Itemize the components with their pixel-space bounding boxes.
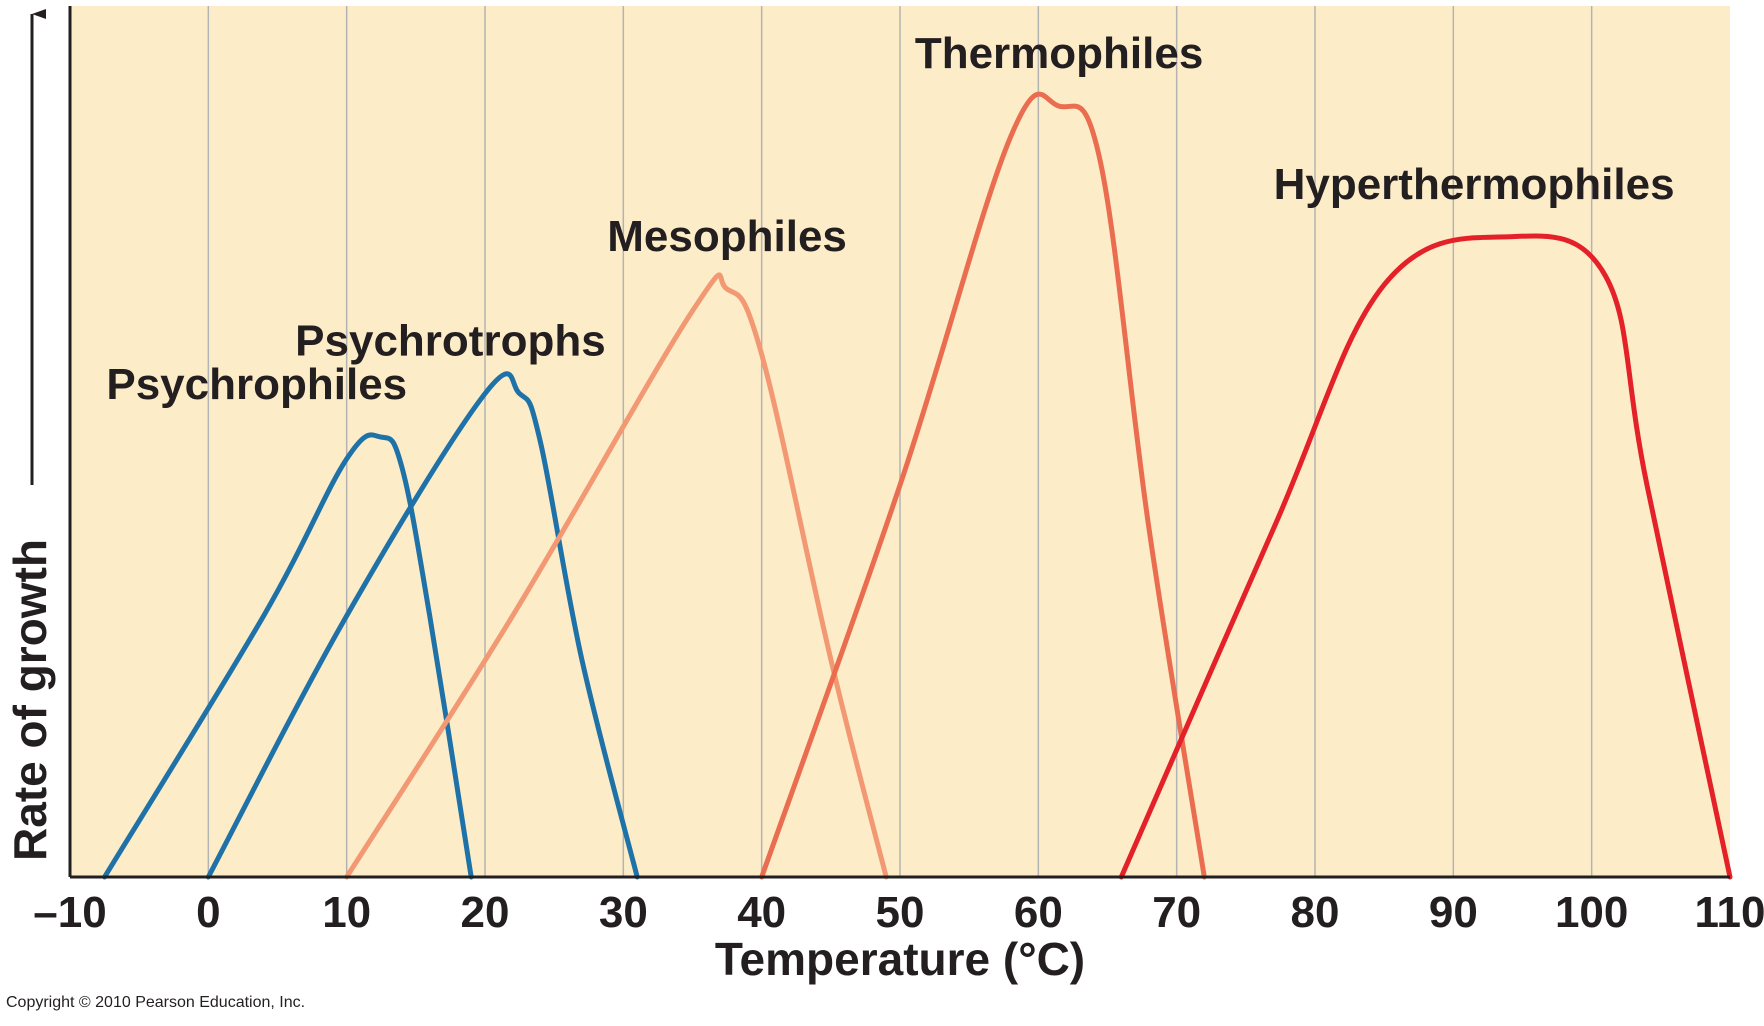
x-tick-label: 50 (876, 888, 925, 937)
series-line-mesophiles (344, 272, 889, 880)
x-tick-label: 90 (1429, 888, 1478, 937)
x-tick-label: 0 (196, 888, 220, 937)
x-tick-label: –10 (33, 888, 106, 937)
x-tick-label: 40 (737, 888, 786, 937)
x-tick-label: 20 (461, 888, 510, 937)
grid-lines (207, 6, 1593, 877)
series-label-mesophiles: Mesophiles (607, 212, 847, 261)
x-tick-label: 10 (322, 888, 371, 937)
series-label-psychrophiles: Psychrophiles (106, 360, 407, 409)
x-tick-labels: –10 0 10 20 30 40 50 60 70 80 90 100 110 (33, 888, 1764, 937)
series-label-thermophiles: Thermophiles (915, 29, 1204, 78)
series-label-hyperthermophiles: Hyperthermophiles (1274, 160, 1675, 209)
series-line-psychrotrophs (205, 371, 640, 880)
series-line-hyperthermophiles (1118, 233, 1733, 880)
x-tick-label: 70 (1152, 888, 1201, 937)
series-label-psychrotrophs: Psychrotrophs (295, 317, 606, 366)
x-tick-label: 60 (1014, 888, 1063, 937)
x-tick-label: 100 (1555, 888, 1628, 937)
series-line-psychrophiles (102, 432, 474, 880)
x-axis-title: Temperature (°C) (715, 933, 1085, 985)
x-tick-label: 30 (599, 888, 648, 937)
series-line-thermophiles (759, 91, 1207, 880)
y-axis-title: Rate of growth (4, 539, 56, 861)
x-tick-label: 110 (1695, 888, 1764, 937)
x-tick-label: 80 (1291, 888, 1340, 937)
series-group (102, 91, 1733, 880)
copyright-notice: Copyright © 2010 Pearson Education, Inc. (6, 994, 306, 1011)
